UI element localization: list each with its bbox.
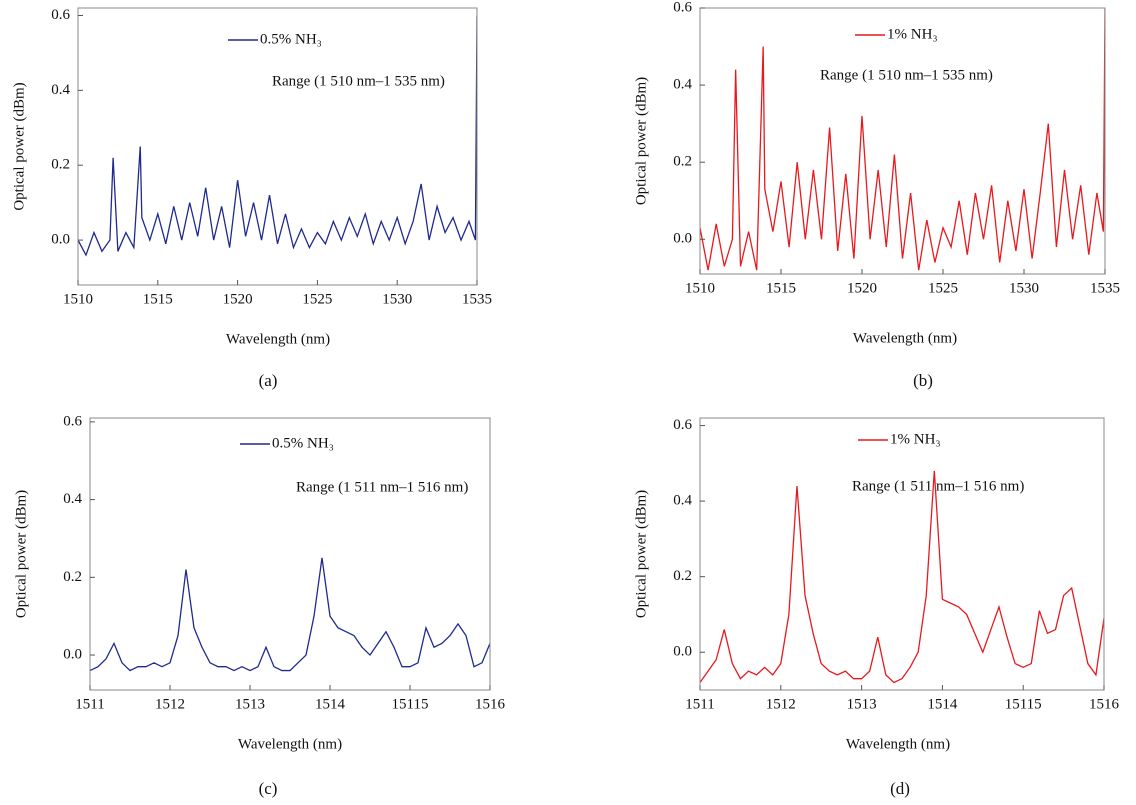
y-axis-label: Optical power (dBm) — [13, 490, 29, 618]
x-tick-label: 1530 — [1009, 280, 1039, 296]
x-axis-label: Wavelength (nm) — [853, 330, 957, 346]
y-tick-label: 0.6 — [51, 7, 70, 23]
x-tick-label: 1514 — [927, 696, 958, 712]
panel: 1% NH₃ 1510 1515 1520 1525 1530 1535 0.0 0.2 0.4 0… — [633, 0, 1120, 390]
x-axis-label: Wavelength (nm) — [238, 736, 342, 752]
y-tick-label: 0.4 — [51, 82, 70, 98]
x-tick-label: 1511 — [685, 696, 714, 712]
x-tick-label: 1512 — [766, 696, 796, 712]
panel: 1% NH₃ 1511 1512 1513 1514 15115 1516 0.0 0.2 0.4… — [633, 417, 1119, 798]
y-tick-label: 0.4 — [673, 493, 692, 509]
y-tick-label: 0.4 — [63, 491, 82, 507]
legend-label: 0.5% NH₃ — [260, 31, 322, 47]
panel: 0.5% NH₃ 1510 1515 1520 1525 1530 1535 0.0 0.2 0.… — [11, 7, 492, 390]
panel-label: (d) — [890, 779, 910, 798]
x-tick-label: 1512 — [155, 696, 185, 712]
x-tick-label: 1535 — [1090, 280, 1120, 296]
x-axis-label: Wavelength (nm) — [846, 736, 950, 752]
data-line — [700, 8, 1105, 271]
panel-label: (b) — [913, 371, 933, 390]
x-tick-label: 1516 — [1089, 696, 1120, 712]
x-tick-label: 15115 — [392, 696, 429, 712]
x-tick-label: 1515 — [143, 291, 173, 307]
y-tick-label: 0.2 — [51, 157, 70, 173]
y-tick-label: 0.6 — [673, 0, 692, 15]
legend-label: 0.5% NH₃ — [272, 435, 334, 451]
y-tick-label: 0.2 — [673, 568, 692, 584]
y-tick-label: 0.6 — [673, 417, 692, 433]
y-axis-label: Optical power (dBm) — [633, 77, 649, 205]
y-tick-label: 0.2 — [63, 569, 82, 585]
x-tick-label: 1515 — [766, 280, 796, 296]
x-tick-label: 1514 — [315, 696, 346, 712]
x-tick-label: 15115 — [1005, 696, 1042, 712]
x-tick-label: 1535 — [462, 291, 492, 307]
x-tick-label: 1530 — [382, 291, 412, 307]
y-axis-label: Optical power (dBm) — [633, 490, 649, 618]
x-tick-label: 1510 — [685, 280, 715, 296]
data-line — [90, 557, 490, 672]
x-tick-label: 1525 — [302, 291, 332, 307]
x-tick-label: 1513 — [847, 696, 877, 712]
y-axis-label: Optical power (dBm) — [11, 82, 27, 210]
y-tick-label: 0.2 — [673, 154, 692, 170]
plot-frame — [77, 7, 478, 286]
x-tick-label: 1516 — [475, 696, 506, 712]
x-axis-label: Wavelength (nm) — [226, 331, 330, 347]
panel: 0.5% NH₃ 1511 1512 1513 1514 15115 1516 0.0 0.2 0… — [13, 413, 505, 798]
annotation: Range (1 511 nm–1 516 nm) — [852, 478, 1024, 494]
legend-label: 1% NH₃ — [890, 431, 941, 447]
data-line — [78, 15, 477, 257]
panel-label: (c) — [259, 779, 278, 798]
y-tick-label: 0.0 — [673, 644, 692, 660]
y-tick-label: 0.4 — [673, 77, 692, 93]
x-tick-label: 1525 — [928, 280, 958, 296]
x-tick-label: 1513 — [235, 696, 265, 712]
plot-frame — [699, 7, 1106, 275]
plot-frame — [89, 417, 491, 691]
y-tick-label: 0.0 — [51, 232, 70, 248]
y-tick-label: 0.6 — [63, 413, 82, 429]
annotation: Range (1 510 nm–1 535 nm) — [272, 73, 445, 89]
x-tick-label: 1510 — [63, 291, 93, 307]
plot-frame — [699, 417, 1105, 691]
annotation: Range (1 511 nm–1 516 nm) — [296, 479, 468, 495]
x-tick-label: 1511 — [75, 696, 104, 712]
x-tick-label: 1520 — [223, 291, 253, 307]
y-tick-label: 0.0 — [63, 646, 82, 662]
data-line — [700, 470, 1104, 684]
annotation: Range (1 510 nm–1 535 nm) — [820, 67, 993, 83]
panel-label: (a) — [259, 371, 278, 390]
x-tick-label: 1520 — [847, 280, 877, 296]
y-tick-label: 0.0 — [673, 231, 692, 247]
legend-label: 1% NH₃ — [887, 26, 938, 42]
